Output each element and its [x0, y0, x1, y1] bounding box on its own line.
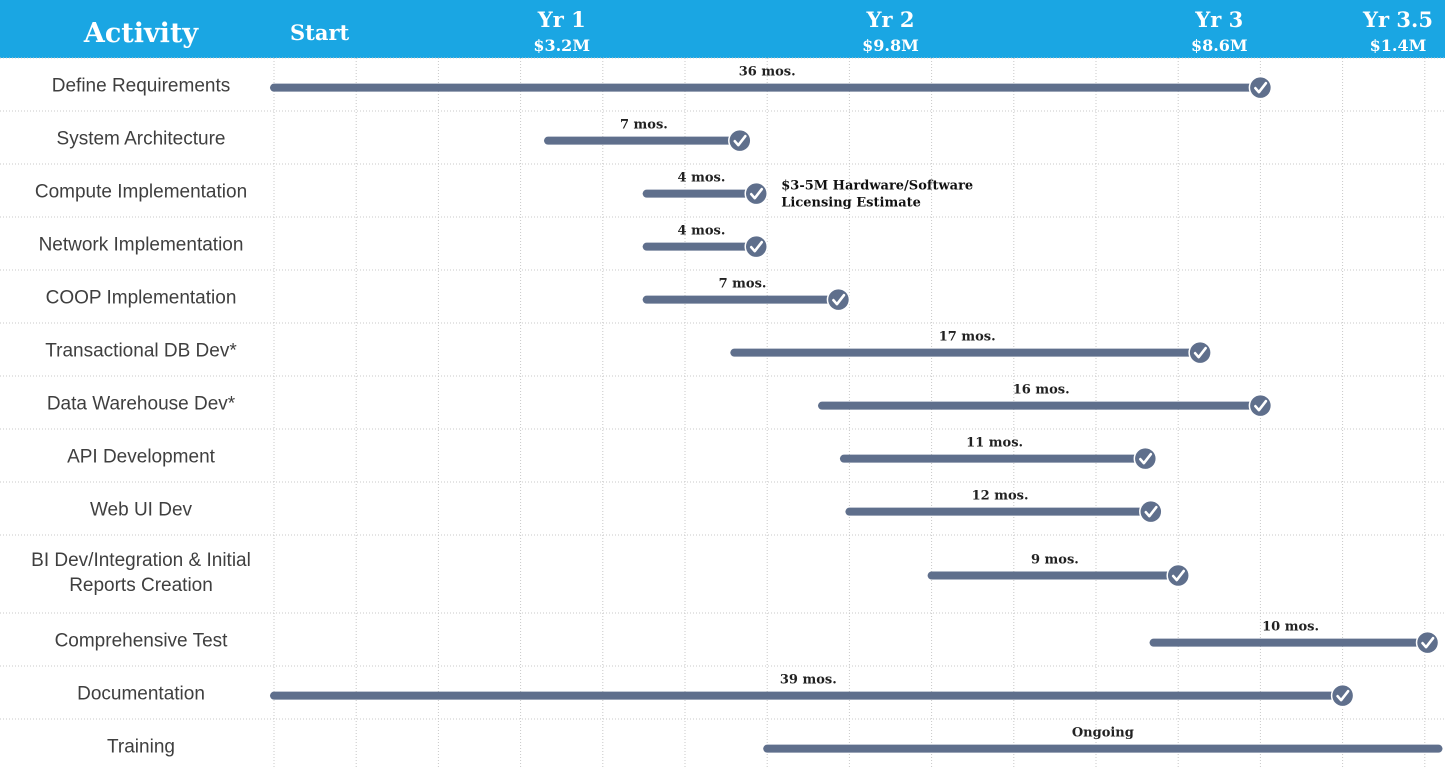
duration-label: 16 mos. — [1013, 383, 1070, 398]
header-year-label: Yr 3 — [1194, 7, 1243, 32]
check-mark — [1254, 81, 1268, 94]
activity-label: Data Warehouse Dev* — [47, 394, 236, 415]
check-icon — [1248, 393, 1273, 418]
activity-label: Comprehensive Test — [55, 631, 229, 652]
check-mark — [832, 293, 846, 306]
duration-label: 11 mos. — [966, 436, 1023, 451]
check-mark — [1193, 346, 1207, 359]
duration-label: 39 mos. — [780, 673, 837, 688]
header-band — [0, 0, 1445, 58]
check-mark — [749, 187, 764, 200]
activity-label: COOP Implementation — [46, 288, 237, 309]
check-mark — [1171, 569, 1185, 582]
activity-label: API Development — [67, 447, 216, 468]
check-mark — [1421, 636, 1435, 649]
activity-label: Web UI Dev — [90, 500, 193, 521]
check-mark — [1139, 452, 1153, 465]
check-mark — [749, 240, 764, 253]
activity-label: BI Dev/Integration & Initial — [31, 550, 251, 571]
check-mark — [1254, 399, 1268, 412]
activity-label: Training — [107, 737, 175, 758]
activity-label: System Architecture — [57, 129, 226, 150]
header-activity-label: Activity — [83, 18, 200, 49]
check-mark — [733, 134, 747, 147]
duration-label: 7 mos. — [719, 277, 767, 292]
check-icon — [1133, 446, 1158, 471]
activity-label: Transactional DB Dev* — [45, 341, 237, 362]
header-year-cost: $1.4M — [1370, 36, 1427, 55]
check-icon — [1330, 683, 1355, 708]
duration-label: 4 mos. — [678, 171, 726, 186]
activity-label: Define Requirements — [52, 76, 230, 97]
check-icon — [1188, 340, 1212, 365]
activity-label: Compute Implementation — [35, 182, 247, 203]
duration-label: 9 mos. — [1031, 553, 1079, 568]
activity-label: Reports Creation — [69, 575, 213, 596]
activity-label: Documentation — [77, 684, 205, 705]
header-year-cost: $8.6M — [1191, 36, 1248, 55]
check-mark — [1144, 505, 1158, 518]
check-icon — [744, 234, 768, 259]
check-icon — [1415, 630, 1440, 655]
duration-label: 7 mos. — [620, 118, 668, 133]
activity-label: Network Implementation — [39, 235, 244, 256]
duration-label: 12 mos. — [972, 489, 1029, 504]
duration-label: 10 mos. — [1262, 620, 1319, 635]
check-icon — [1166, 563, 1190, 588]
check-icon — [744, 181, 768, 206]
check-icon — [1139, 499, 1163, 524]
header-year-cost: $9.8M — [862, 36, 919, 55]
check-icon — [1248, 75, 1273, 100]
header-year-label: Yr 2 — [866, 7, 915, 32]
header-year-label: Yr 3.5 — [1362, 7, 1433, 32]
duration-label: Ongoing — [1072, 726, 1134, 741]
header-year-label: Yr 1 — [537, 7, 586, 32]
annotation-label: $3-5M Hardware/Software — [781, 179, 973, 194]
duration-label: 36 mos. — [739, 65, 796, 80]
duration-label: 4 mos. — [678, 224, 726, 239]
duration-label: 17 mos. — [939, 330, 996, 345]
check-icon — [826, 287, 851, 312]
annotation-label: Licensing Estimate — [781, 196, 921, 211]
header-year-cost: $3.2M — [533, 36, 590, 55]
check-icon — [728, 128, 752, 153]
check-mark — [1336, 689, 1350, 702]
header-start-label: Start — [290, 20, 350, 45]
